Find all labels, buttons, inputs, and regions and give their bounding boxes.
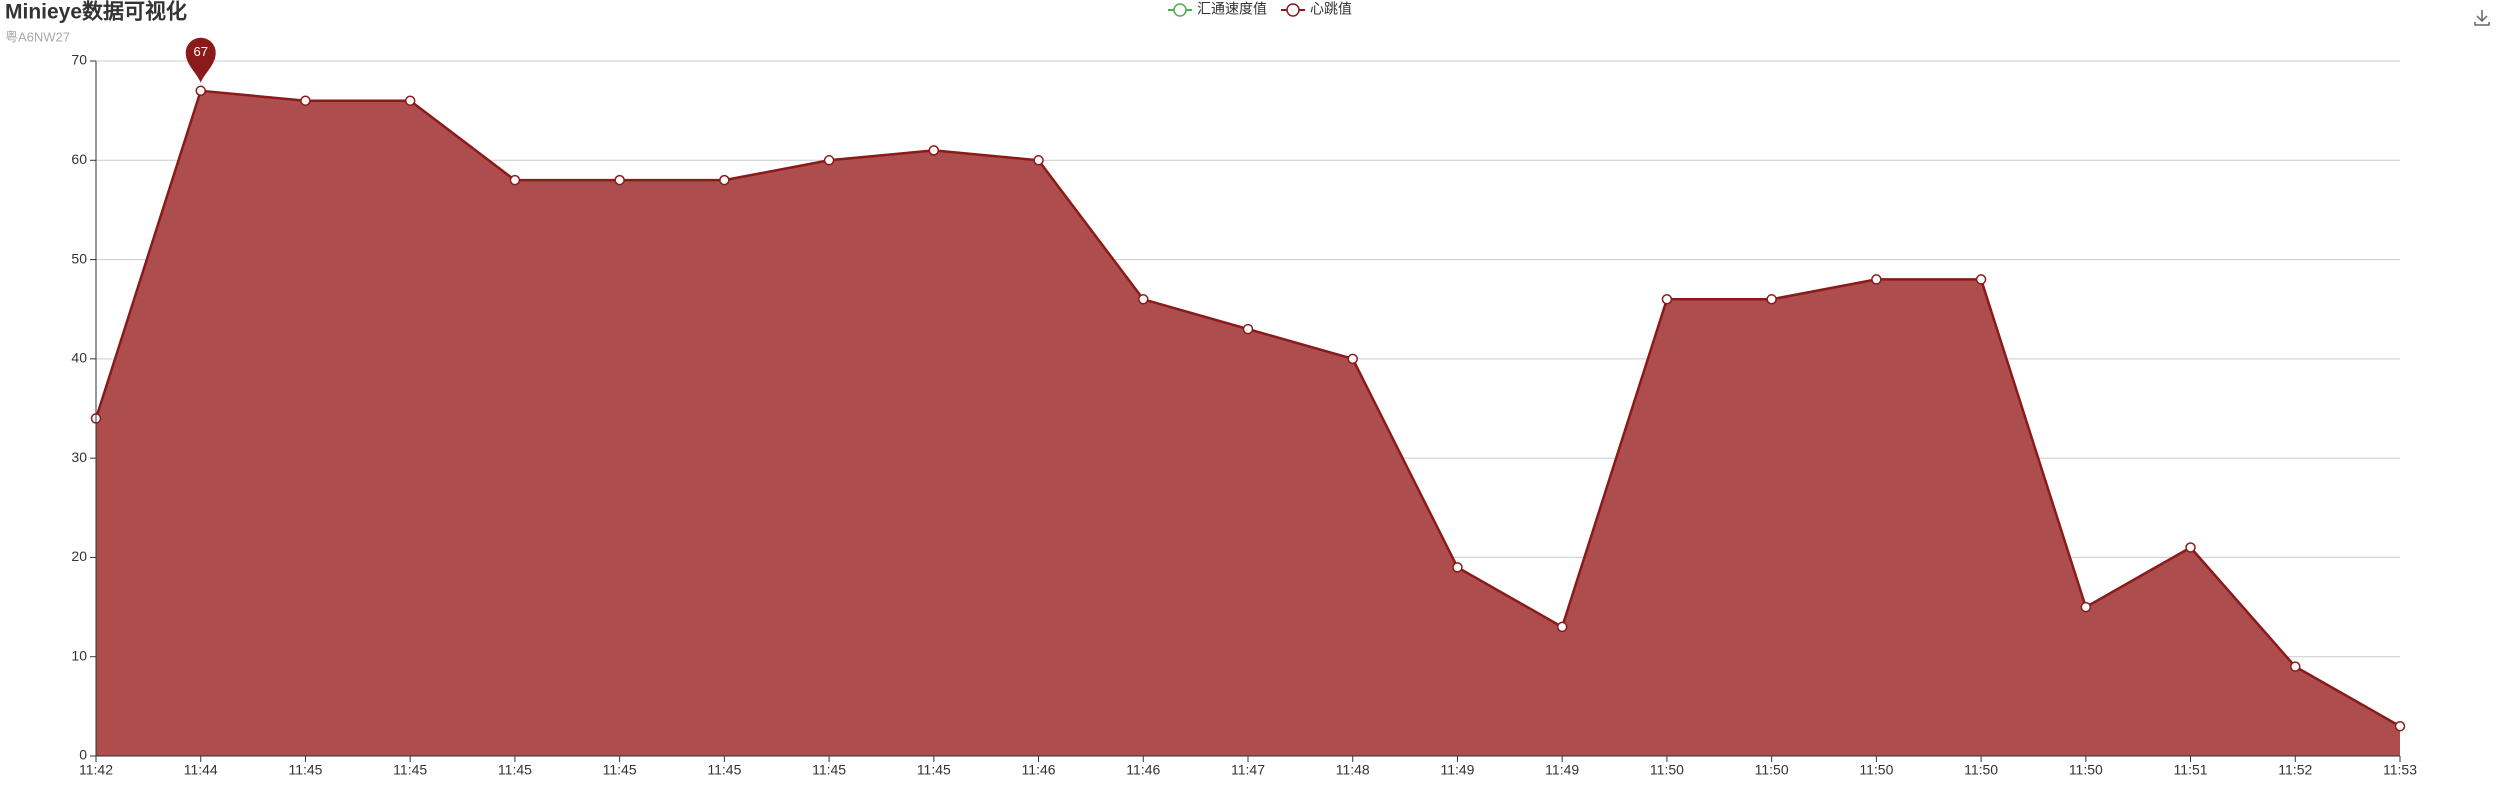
mark-pin: [185, 37, 216, 83]
x-tick-label: 11:45: [393, 762, 427, 778]
chart-title: Minieye数据可视化: [5, 0, 187, 24]
x-tick-label: 11:45: [603, 762, 637, 778]
x-tick-label: 11:50: [1650, 762, 1684, 778]
point: [1138, 294, 1149, 305]
area: [96, 90, 2400, 757]
x-tick-label: 11:46: [1126, 762, 1160, 778]
point: [1452, 562, 1463, 573]
y-tick-label: 50: [71, 250, 87, 266]
point: [614, 174, 625, 186]
point: [2185, 542, 2196, 553]
point: [823, 155, 835, 166]
y-tick-label: 30: [71, 449, 87, 465]
x-tick-label: 11:53: [2383, 762, 2417, 778]
x-tick-label: 11:48: [1336, 762, 1370, 778]
x-tick-label: 11:45: [917, 762, 951, 778]
x-tick-label: 11:49: [1545, 762, 1579, 778]
x-tick-label: 11:46: [1022, 762, 1056, 778]
mark-label: 67: [193, 44, 207, 59]
point: [2290, 661, 2301, 672]
legend-symbol: [1286, 3, 1300, 17]
point: [1661, 294, 1673, 305]
x-tick-label: 11:44: [184, 762, 218, 778]
y-tick-label: 60: [71, 151, 87, 167]
y-tick-label: 70: [71, 52, 87, 68]
point: [1975, 274, 1987, 285]
legend-label: 汇通速度值: [1197, 1, 1267, 17]
legend-label: 心跳值: [1310, 1, 1352, 17]
x-tick-label: 11:45: [288, 762, 322, 778]
point: [2394, 720, 2406, 732]
download-glyph: [2474, 10, 2490, 26]
y-tick-label: 0: [79, 747, 87, 763]
point: [1871, 274, 1882, 285]
x-tick-label: 11:42: [79, 762, 113, 778]
legend-item[interactable]: 汇通速度值: [1168, 1, 1267, 17]
point: [509, 174, 521, 186]
point: [1242, 323, 1254, 335]
point: [300, 95, 311, 106]
point: [195, 85, 206, 97]
y-tick-label: 20: [71, 548, 87, 564]
x-tick-label: 11:47: [1231, 762, 1265, 778]
point: [1556, 621, 1568, 633]
point: [928, 145, 940, 156]
x-tick-label: 11:50: [1755, 762, 1789, 778]
legend-item[interactable]: 心跳值: [1281, 1, 1352, 17]
point: [719, 174, 730, 186]
x-tick-label: 11:50: [2069, 762, 2103, 778]
point: [1766, 294, 1777, 305]
point: [1347, 353, 1358, 365]
point: [1033, 155, 1044, 166]
download-icon[interactable]: [2474, 10, 2490, 26]
x-tick-label: 11:45: [498, 762, 532, 778]
y-tick-label: 10: [71, 647, 87, 663]
x-tick-label: 11:50: [1964, 762, 1998, 778]
point: [404, 95, 416, 106]
legend-symbol: [1173, 3, 1187, 17]
x-tick-label: 11:51: [2174, 762, 2208, 778]
y-tick-label: 40: [71, 350, 87, 366]
x-tick-label: 11:50: [1859, 762, 1893, 778]
x-tick-label: 11:45: [812, 762, 846, 778]
x-tick-label: 11:49: [1440, 762, 1474, 778]
x-tick-label: 11:52: [2278, 762, 2312, 778]
x-tick-label: 11:45: [707, 762, 741, 778]
point: [2080, 601, 2092, 613]
chart-subtitle: 粤A6NW27: [5, 29, 70, 44]
